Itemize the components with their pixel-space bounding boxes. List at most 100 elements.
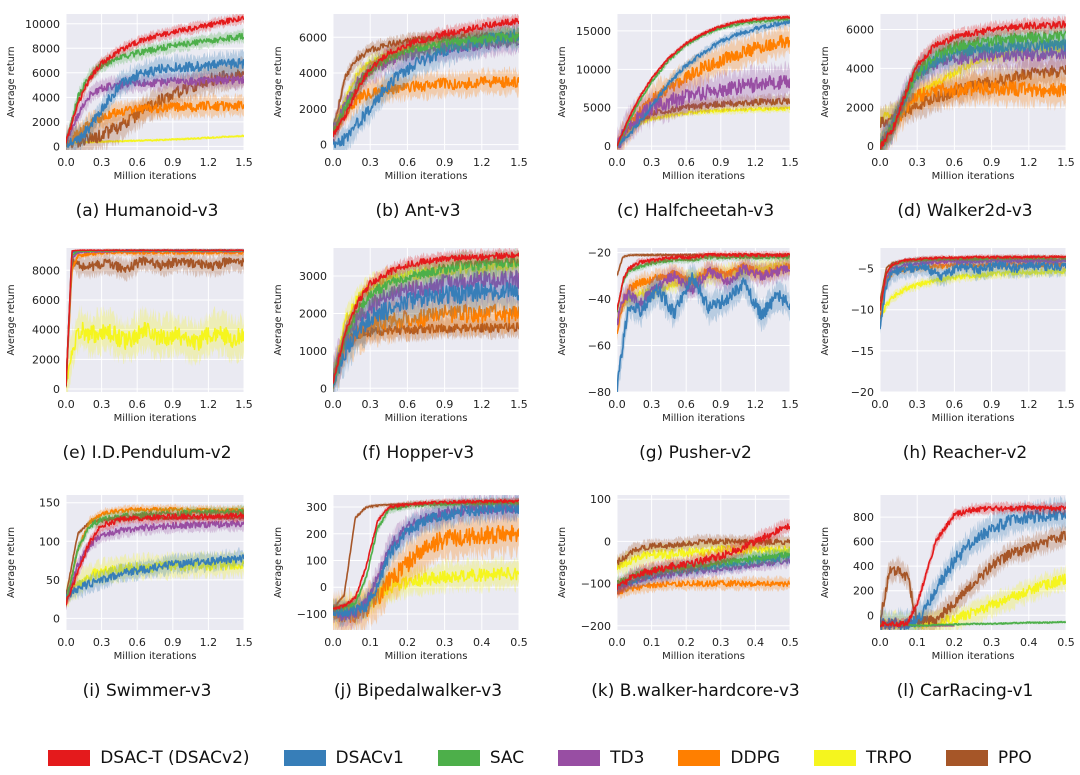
y-tick-label: 6000 (32, 294, 60, 307)
chart-panel-5: 0 2000 4000 6000 8000 0.0 0.3 0.6 0.9 1.2 1.5 Milli… (6, 248, 253, 463)
x-tick-label: 1.5 (781, 398, 799, 411)
x-tick-label: 0.9 (164, 636, 182, 649)
series-line-ppo (880, 64, 1066, 129)
y-axis-label: Average return (6, 46, 17, 117)
x-tick-label: 1.5 (510, 156, 528, 169)
series-layer (333, 14, 519, 150)
panel-caption: (k) B.walker-hardcore-v3 (591, 681, 799, 701)
legend-swatch (283, 750, 326, 766)
x-tick-label: 0.3 (643, 156, 661, 169)
x-tick-label: 0.3 (908, 156, 926, 169)
x-tick-label: 0.3 (93, 636, 111, 649)
series-line-dsac-t-dsacv2 (617, 523, 790, 590)
series-band-trpo (617, 104, 790, 150)
y-tick-label: 0 (867, 609, 874, 622)
y-tick-label: 150 (39, 497, 60, 510)
x-tick-label: 0.9 (983, 156, 1001, 169)
legend-item-dsac-t: DSAC-T (DSACv2) (48, 748, 250, 768)
x-axis-label: Million iterations (932, 171, 1015, 182)
series-band-dsac-t-dsacv2 (880, 14, 1066, 150)
series-line-ddpg (617, 579, 790, 595)
x-tick-label: 0.0 (608, 156, 626, 169)
x-tick-label: 0.9 (983, 398, 1001, 411)
x-tick-label: 0.6 (677, 156, 695, 169)
y-tick-label: 6000 (299, 31, 327, 44)
x-tick-label: 1.2 (747, 156, 765, 169)
series-band-sac (880, 254, 1066, 313)
series-band-dsacv1 (880, 253, 1066, 335)
series-line-dsac-t-dsacv2 (880, 255, 1066, 311)
chart-panel-11: −200 −100 0 100 0.0 0.1 0.2 0.3 0.4 0.5 Million it… (557, 493, 800, 701)
legend-item-dsacv1: DSACv1 (283, 748, 404, 768)
y-tick-label: 300 (306, 501, 327, 514)
legend-label: TD3 (610, 748, 645, 768)
series-line-ddpg (617, 34, 790, 149)
panel-caption: (h) Reacher-v2 (903, 443, 1027, 463)
legend-label: SAC (489, 748, 525, 768)
series-band-ppo (617, 92, 790, 150)
y-tick-label: 100 (39, 535, 60, 548)
y-axis-label: Average return (557, 46, 568, 117)
series-line-dsacv1 (333, 502, 519, 618)
series-band-ppo (880, 521, 1066, 630)
x-tick-label: 0.0 (324, 636, 342, 649)
x-tick-label: 0.3 (436, 636, 454, 649)
y-tick-label: −100 (297, 608, 327, 621)
y-axis-label: Average return (273, 46, 284, 117)
legend-item-ppo: PPO (945, 748, 1032, 768)
series-line-dsac-t-dsacv2 (333, 17, 519, 138)
y-tick-label: 200 (306, 528, 327, 541)
x-tick-label: 1.2 (200, 636, 218, 649)
y-tick-label: 10000 (576, 63, 611, 76)
x-tick-label: 0.0 (57, 398, 75, 411)
series-line-dsac-t-dsacv2 (66, 249, 244, 386)
series-layer (333, 495, 519, 630)
x-axis-label: Million iterations (385, 171, 468, 182)
x-tick-label: 1.5 (235, 156, 253, 169)
y-tick-label: 5000 (583, 102, 611, 115)
x-tick-label: 0.3 (643, 398, 661, 411)
series-layer (880, 14, 1066, 150)
series-line-trpo (333, 260, 519, 386)
x-axis-label: Million iterations (114, 651, 197, 662)
x-tick-label: 1.5 (1057, 398, 1075, 411)
x-tick-label: 1.5 (781, 156, 799, 169)
series-band-dsacv1 (333, 17, 519, 150)
x-tick-label: 0.6 (946, 156, 964, 169)
x-tick-label: 0.2 (946, 636, 964, 649)
x-tick-label: 0.0 (608, 636, 626, 649)
y-tick-label: −20 (851, 386, 874, 399)
legend-label: DDPG (730, 748, 781, 768)
chart-panel-3: 0 5000 10000 15000 0.0 0.3 0.6 0.9 1.2 1.5 Million… (557, 14, 799, 221)
y-tick-label: 10000 (25, 18, 60, 31)
series-line-dsacv1 (880, 260, 1066, 330)
y-tick-label: 4000 (299, 67, 327, 80)
x-tick-label: 0.0 (57, 156, 75, 169)
y-tick-label: 15000 (576, 25, 611, 38)
y-tick-label: 0 (320, 139, 327, 152)
x-tick-label: 0.1 (908, 636, 926, 649)
series-band-ppo (333, 26, 519, 138)
series-band-dsac-t-dsacv2 (66, 508, 244, 608)
y-tick-label: 600 (853, 536, 874, 549)
chart-panel-9: 0 50 100 150 0.0 0.3 0.6 0.9 1.2 1.5 Million itera… (6, 495, 253, 701)
series-line-td3 (617, 264, 790, 326)
series-band-dsac-t-dsacv2 (333, 248, 519, 386)
legend-swatch (558, 750, 601, 766)
series-line-dsac-t-dsacv2 (617, 252, 790, 311)
series-line-trpo (66, 321, 244, 383)
chart-panel-7: −80 −60 −40 −20 0.0 0.3 0.6 0.9 1.2 1.5 Million it… (557, 247, 799, 463)
x-tick-label: 0.6 (128, 636, 146, 649)
series-line-trpo (617, 544, 790, 571)
legend-label: TRPO (866, 748, 912, 768)
legend-swatch (814, 750, 857, 766)
legend-label: DSAC-T (DSACv2) (100, 748, 250, 768)
y-tick-label: 1000 (299, 345, 327, 358)
y-tick-label: 6000 (846, 24, 874, 37)
x-tick-label: 0.3 (908, 398, 926, 411)
panel-caption: (f) Hopper-v3 (362, 443, 474, 463)
series-band-sac (880, 20, 1066, 150)
y-tick-label: −80 (588, 386, 611, 399)
y-axis-label: Average return (6, 527, 17, 598)
y-tick-label: 4000 (32, 91, 60, 104)
